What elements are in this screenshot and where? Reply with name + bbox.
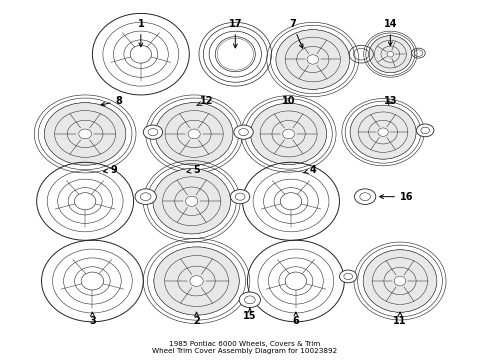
Text: 15: 15 bbox=[243, 309, 257, 321]
Ellipse shape bbox=[130, 45, 151, 63]
Ellipse shape bbox=[250, 103, 326, 165]
Ellipse shape bbox=[363, 250, 437, 312]
Ellipse shape bbox=[350, 105, 416, 159]
Ellipse shape bbox=[369, 36, 412, 73]
Ellipse shape bbox=[45, 103, 126, 165]
Text: 5: 5 bbox=[187, 165, 200, 175]
Ellipse shape bbox=[155, 103, 233, 165]
Text: 7: 7 bbox=[289, 19, 303, 48]
Ellipse shape bbox=[285, 272, 307, 290]
Circle shape bbox=[416, 124, 434, 137]
Circle shape bbox=[354, 189, 376, 204]
Text: 9: 9 bbox=[103, 165, 118, 175]
Text: 1985 Pontiac 6000 Wheels, Covers & Trim
Wheel Trim Cover Assembly Diagram for 10: 1985 Pontiac 6000 Wheels, Covers & Trim … bbox=[152, 341, 338, 354]
Ellipse shape bbox=[124, 40, 158, 68]
Text: 6: 6 bbox=[293, 312, 299, 326]
Text: 16: 16 bbox=[380, 192, 414, 202]
Ellipse shape bbox=[188, 129, 200, 139]
Text: 2: 2 bbox=[193, 312, 200, 326]
Ellipse shape bbox=[307, 55, 318, 64]
Ellipse shape bbox=[394, 276, 406, 286]
Circle shape bbox=[340, 270, 357, 283]
Text: 3: 3 bbox=[89, 312, 96, 326]
Ellipse shape bbox=[378, 128, 388, 136]
Circle shape bbox=[135, 189, 156, 204]
Ellipse shape bbox=[283, 129, 294, 139]
Circle shape bbox=[239, 292, 261, 307]
Text: 13: 13 bbox=[384, 96, 397, 106]
Text: 12: 12 bbox=[196, 96, 213, 106]
Ellipse shape bbox=[276, 30, 350, 89]
Text: 1: 1 bbox=[138, 19, 144, 47]
Ellipse shape bbox=[153, 168, 230, 234]
Ellipse shape bbox=[279, 267, 313, 295]
Text: 8: 8 bbox=[101, 96, 122, 106]
Circle shape bbox=[230, 190, 250, 204]
Text: 4: 4 bbox=[304, 165, 316, 175]
Ellipse shape bbox=[190, 276, 203, 286]
Text: 17: 17 bbox=[228, 19, 242, 48]
Circle shape bbox=[234, 125, 253, 139]
Ellipse shape bbox=[154, 247, 239, 315]
Text: 10: 10 bbox=[282, 96, 295, 106]
Circle shape bbox=[143, 125, 163, 139]
Ellipse shape bbox=[74, 267, 110, 295]
Text: 14: 14 bbox=[384, 19, 397, 46]
Ellipse shape bbox=[74, 193, 96, 210]
Ellipse shape bbox=[274, 188, 308, 215]
Text: 11: 11 bbox=[393, 312, 407, 326]
Ellipse shape bbox=[79, 129, 92, 139]
Ellipse shape bbox=[68, 188, 102, 215]
Ellipse shape bbox=[186, 196, 198, 206]
Ellipse shape bbox=[217, 38, 253, 70]
Ellipse shape bbox=[81, 272, 103, 290]
Ellipse shape bbox=[387, 51, 393, 57]
Ellipse shape bbox=[280, 193, 302, 210]
